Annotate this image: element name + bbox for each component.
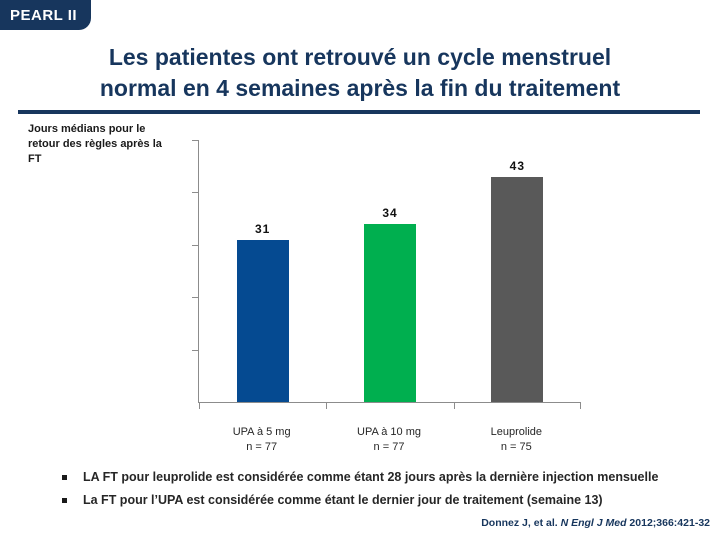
x-axis-tick (580, 403, 581, 409)
category-name: UPA à 10 mg (357, 426, 421, 438)
y-axis-tick (192, 140, 198, 141)
y-axis-tick (192, 297, 198, 299)
category-name: UPA à 5 mg (232, 426, 291, 438)
chart-bar (491, 176, 544, 402)
citation-ref: 2012;366:421-32 (626, 517, 710, 529)
slide-title: Les patientes ont retrouvé un cycle mens… (0, 42, 720, 104)
slide-title-line1: Les patientes ont retrouvé un cycle mens… (108, 44, 612, 70)
bar-value-label: 43 (509, 158, 525, 173)
y-axis-tick (192, 349, 198, 351)
bar-value-label: 34 (382, 205, 398, 220)
list-item: La FT pour l’UPA est considérée comme ét… (62, 492, 718, 509)
bullet-text: La FT pour l’UPA est considérée comme ét… (83, 493, 603, 507)
title-divider (18, 110, 700, 114)
bullet-square-icon (62, 475, 67, 480)
bullet-square-icon (62, 498, 67, 503)
bar-chart-plot-area: 31 34 43 (192, 140, 581, 409)
category-n: n = 77 (246, 441, 278, 453)
bar-value-label: 31 (254, 221, 271, 236)
chart-bar (236, 239, 289, 402)
category-n: n = 77 (373, 441, 405, 453)
x-axis-tick (199, 403, 200, 409)
x-axis-tick (453, 403, 455, 409)
citation-journal: N Engl J Med (560, 517, 627, 529)
chart-bar (364, 223, 416, 402)
citation-authors: Donnez J, et al. (481, 517, 561, 529)
bullet-list: LA FT pour leuprolide est considérée com… (62, 469, 718, 515)
category-label: UPA à 10 mg n = 77 (329, 425, 449, 455)
bar-chart-category-labels: UPA à 5 mg n = 77 UPA à 10 mg n = 77 Leuprol… (198, 425, 580, 461)
bullet-text: LA FT pour leuprolide est considérée com… (83, 470, 659, 484)
y-axis-tick (192, 192, 198, 194)
x-axis-tick (326, 403, 328, 409)
slide-title-line2: normal en 4 semaines après la fin du tra… (99, 75, 621, 101)
category-n: n = 75 (500, 441, 532, 453)
study-badge: PEARL II (0, 0, 92, 30)
category-label: UPA à 5 mg n = 77 (202, 425, 322, 455)
y-axis-tick (192, 244, 198, 246)
citation: Donnez J, et al. N Engl J Med 2012;366:4… (481, 517, 710, 529)
list-item: LA FT pour leuprolide est considérée com… (62, 469, 718, 486)
chart-axis-label: Jours médians pour le retour des règles … (28, 123, 162, 165)
category-name: Leuprolide (490, 426, 543, 438)
category-label: Leuprolide n = 75 (456, 425, 576, 455)
